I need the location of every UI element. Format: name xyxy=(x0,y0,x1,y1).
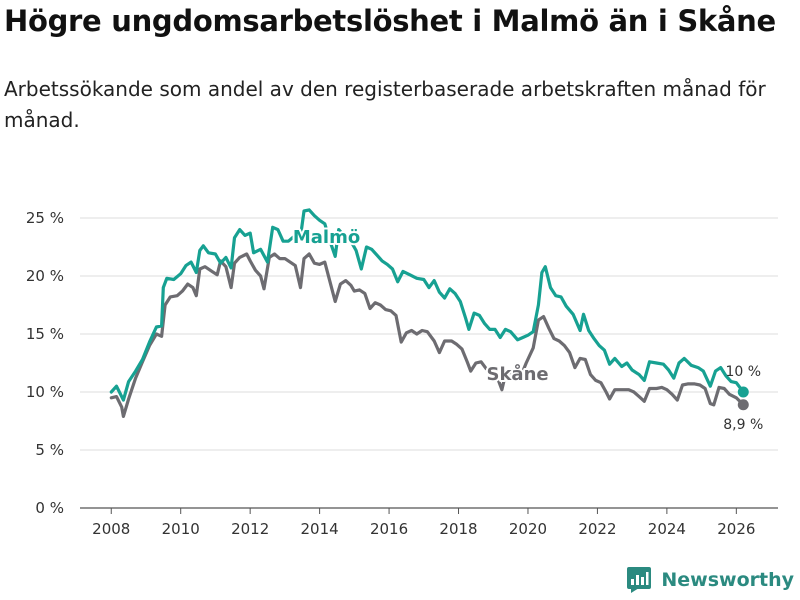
axes: 0 % 5 % 10 % 15 % 20 % 25 % 2008 2010 2012 2014 20… xyxy=(26,209,756,538)
y-tick-label: 25 % xyxy=(26,209,64,227)
series-line-malmo xyxy=(109,208,745,402)
x-tick-label: 2016 xyxy=(370,520,408,538)
y-tick-label: 5 % xyxy=(35,441,64,459)
x-tick-label: 2008 xyxy=(92,520,130,538)
x-tick-label: 2026 xyxy=(717,520,755,538)
series-lines xyxy=(109,208,749,418)
chart-title: Högre ungdomsarbetslöshet i Malmö än i S… xyxy=(4,4,776,38)
series-labels: Malmö Skåne 10 % 8,9 % xyxy=(291,225,763,433)
x-tick-label: 2024 xyxy=(648,520,686,538)
newsworthy-logo-icon xyxy=(627,567,652,593)
brand-name: Newsworthy xyxy=(661,569,794,591)
y-tick-label: 0 % xyxy=(35,499,64,517)
y-tick-label: 20 % xyxy=(26,267,64,285)
y-tick-label: 15 % xyxy=(26,325,64,343)
x-tick-label: 2012 xyxy=(231,520,269,538)
series-label-malmo: Malmö xyxy=(293,227,360,248)
end-point-skane xyxy=(737,399,749,411)
x-tick-label: 2022 xyxy=(578,520,616,538)
x-tick-label: 2014 xyxy=(301,520,339,538)
brand-logo[interactable]: Newsworthy xyxy=(625,566,794,594)
x-tick-label: 2018 xyxy=(439,520,477,538)
gridlines xyxy=(80,217,778,509)
y-tick-label: 10 % xyxy=(26,383,64,401)
series-line-skane xyxy=(109,252,745,418)
x-tick-label: 2020 xyxy=(509,520,547,538)
series-label-skane: Skåne xyxy=(486,363,548,385)
x-tick-label: 2010 xyxy=(162,520,200,538)
end-label-skane: 8,9 % xyxy=(723,417,763,433)
end-label-malmo: 10 % xyxy=(725,364,761,380)
end-point-malmo xyxy=(737,386,749,398)
chart-subtitle: Arbetssökande som andel av den registerb… xyxy=(4,77,766,132)
